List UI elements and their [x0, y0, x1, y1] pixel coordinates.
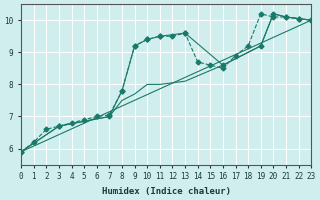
X-axis label: Humidex (Indice chaleur): Humidex (Indice chaleur) [102, 187, 231, 196]
